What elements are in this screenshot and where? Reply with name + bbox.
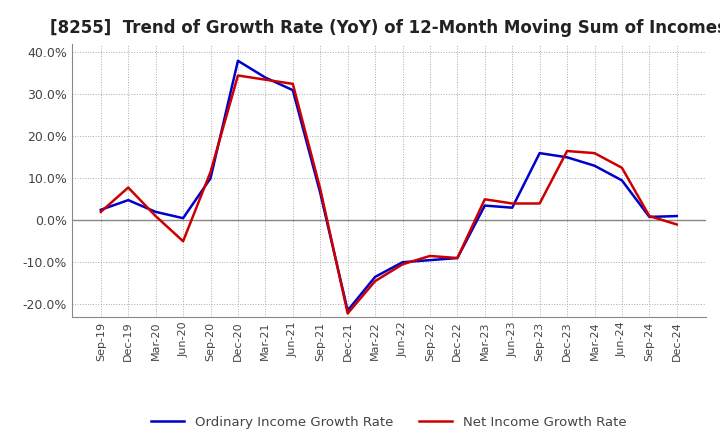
Ordinary Income Growth Rate (233, 58, 242, 63)
Ordinary Income Growth Rate (398, 260, 407, 265)
Net Income Growth Rate (233, 73, 242, 78)
Net Income Growth Rate (672, 222, 681, 227)
Net Income Growth Rate (398, 262, 407, 267)
Ordinary Income Growth Rate (672, 213, 681, 219)
Net Income Growth Rate (261, 77, 270, 82)
Ordinary Income Growth Rate (179, 216, 187, 221)
Ordinary Income Growth Rate (289, 88, 297, 93)
Net Income Growth Rate (371, 279, 379, 284)
Ordinary Income Growth Rate (371, 274, 379, 279)
Net Income Growth Rate (96, 209, 105, 215)
Net Income Growth Rate (179, 238, 187, 244)
Ordinary Income Growth Rate (618, 178, 626, 183)
Line: Net Income Growth Rate: Net Income Growth Rate (101, 76, 677, 313)
Net Income Growth Rate (590, 150, 599, 156)
Ordinary Income Growth Rate (508, 205, 516, 210)
Net Income Growth Rate (480, 197, 489, 202)
Line: Ordinary Income Growth Rate: Ordinary Income Growth Rate (101, 61, 677, 311)
Net Income Growth Rate (151, 213, 160, 219)
Ordinary Income Growth Rate (151, 209, 160, 215)
Ordinary Income Growth Rate (536, 150, 544, 156)
Ordinary Income Growth Rate (590, 163, 599, 169)
Net Income Growth Rate (563, 148, 572, 154)
Net Income Growth Rate (453, 255, 462, 260)
Net Income Growth Rate (645, 213, 654, 219)
Net Income Growth Rate (426, 253, 434, 259)
Ordinary Income Growth Rate (261, 75, 270, 80)
Net Income Growth Rate (536, 201, 544, 206)
Net Income Growth Rate (206, 169, 215, 175)
Ordinary Income Growth Rate (453, 255, 462, 260)
Ordinary Income Growth Rate (426, 257, 434, 263)
Title: [8255]  Trend of Growth Rate (YoY) of 12-Month Moving Sum of Incomes: [8255] Trend of Growth Rate (YoY) of 12-… (50, 19, 720, 37)
Net Income Growth Rate (618, 165, 626, 170)
Ordinary Income Growth Rate (96, 207, 105, 213)
Net Income Growth Rate (508, 201, 516, 206)
Ordinary Income Growth Rate (206, 176, 215, 181)
Net Income Growth Rate (316, 186, 325, 191)
Ordinary Income Growth Rate (316, 191, 325, 196)
Net Income Growth Rate (343, 311, 352, 316)
Legend: Ordinary Income Growth Rate, Net Income Growth Rate: Ordinary Income Growth Rate, Net Income … (145, 411, 632, 435)
Ordinary Income Growth Rate (480, 203, 489, 208)
Ordinary Income Growth Rate (343, 308, 352, 313)
Ordinary Income Growth Rate (124, 198, 132, 203)
Ordinary Income Growth Rate (563, 155, 572, 160)
Ordinary Income Growth Rate (645, 214, 654, 220)
Net Income Growth Rate (289, 81, 297, 87)
Net Income Growth Rate (124, 185, 132, 190)
